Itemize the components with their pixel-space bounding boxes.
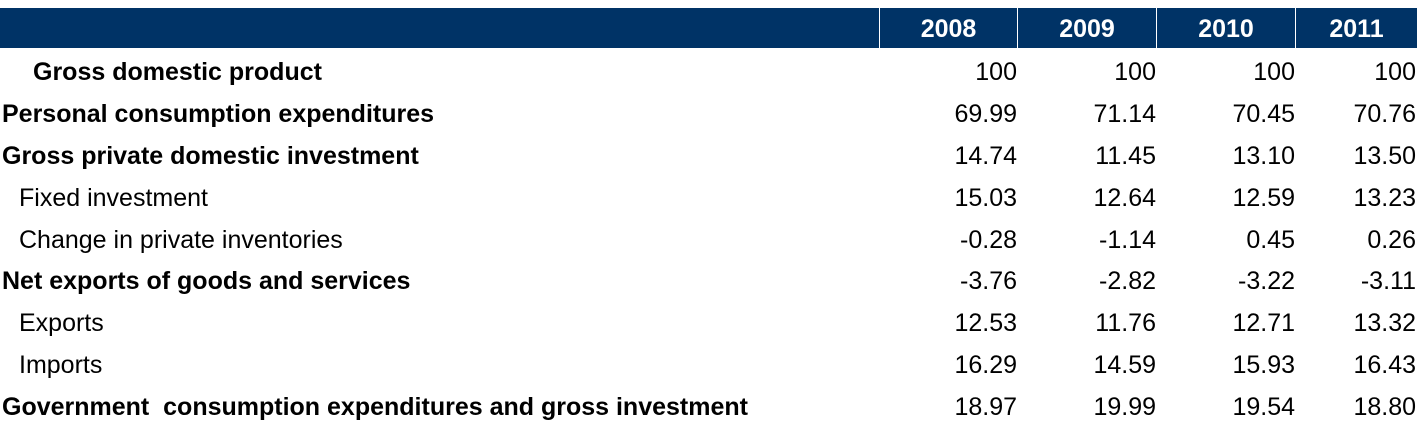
table-cell: 12.59 — [1232, 183, 1295, 212]
row-label: Net exports of goods and services — [2, 267, 411, 296]
table-row: Change in private inventories -0.28 -1.14 0… — [0, 219, 1417, 261]
table-cell: 15.93 — [1232, 350, 1295, 379]
table-row: Fixed investment 15.03 12.64 12.59 13.23 — [0, 177, 1417, 219]
table-cell: 13.50 — [1353, 141, 1416, 170]
table-cell: 100 — [1253, 58, 1295, 87]
table-row: Gross private domestic investment 14.74 11… — [0, 136, 1417, 178]
table-cell: 13.10 — [1232, 141, 1295, 170]
table-cell: 11.45 — [1095, 141, 1156, 170]
table-cell: -2.82 — [1099, 267, 1156, 296]
column-header-2008: 2008 — [880, 8, 1018, 48]
table-row: Net exports of goods and services -3.76 -2… — [0, 261, 1417, 303]
table-cell: 14.74 — [954, 141, 1017, 170]
column-header-2010: 2010 — [1157, 8, 1296, 48]
table-cell: 12.71 — [1232, 309, 1295, 338]
row-label: Gross private domestic investment — [2, 141, 419, 170]
table-cell: -1.14 — [1099, 225, 1156, 254]
row-label: Fixed investment — [19, 183, 208, 212]
table-cell: 100 — [1114, 58, 1156, 87]
table-cell: 12.53 — [954, 309, 1017, 338]
table-cell: 18.97 — [954, 392, 1017, 421]
table-row: Gross domestic product 100 100 100 100 — [0, 52, 1417, 94]
table-cell: 70.76 — [1353, 100, 1416, 129]
row-label: Imports — [19, 350, 103, 379]
row-label: Exports — [19, 309, 104, 338]
table-cell: 71.14 — [1093, 100, 1156, 129]
table-cell: 15.03 — [954, 183, 1017, 212]
table-cell: 70.45 — [1232, 100, 1295, 129]
table-row: Personal consumption expenditures 69.99 71… — [0, 94, 1417, 136]
table-cell: 100 — [975, 58, 1017, 87]
row-label: Change in private inventories — [19, 225, 343, 254]
table-cell: 69.99 — [954, 100, 1017, 129]
table-cell: -3.76 — [960, 267, 1017, 296]
table-cell: 100 — [1374, 58, 1416, 87]
table-cell: 18.80 — [1353, 392, 1416, 421]
table-cell: 13.23 — [1353, 183, 1416, 212]
column-header-2011: 2011 — [1329, 15, 1384, 43]
table-cell: 0.26 — [1367, 225, 1416, 254]
row-label: Personal consumption expenditures — [2, 100, 435, 129]
table-header-row: 2008 2009 2010 2011 — [0, 8, 1417, 48]
table-cell: -3.22 — [1238, 267, 1295, 296]
table-cell: 14.59 — [1093, 350, 1156, 379]
table-row: Exports 12.53 11.76 12.71 13.32 — [0, 303, 1417, 345]
table-row: Imports 16.29 14.59 15.93 16.43 — [0, 345, 1417, 387]
table-cell: 12.64 — [1093, 183, 1156, 212]
table-cell: 13.32 — [1353, 309, 1416, 338]
table-cell: 0.45 — [1246, 225, 1295, 254]
header-corner-cell — [0, 8, 880, 48]
table-row: Government consumption expenditures and … — [0, 386, 1417, 428]
table-cell: -3.11 — [1360, 267, 1416, 296]
table-cell: 19.54 — [1232, 392, 1295, 421]
row-label: Gross domestic product — [33, 58, 322, 87]
table-cell: 11.76 — [1095, 309, 1156, 338]
column-header-2009: 2009 — [1018, 8, 1157, 48]
table-cell: -0.28 — [960, 225, 1017, 254]
table-cell: 16.43 — [1353, 350, 1416, 379]
row-label: Government consumption expenditures and … — [2, 392, 748, 421]
table-body: Gross domestic product 100 100 100 100 Person… — [0, 52, 1417, 428]
table-cell: 16.29 — [954, 350, 1017, 379]
table-cell: 19.99 — [1093, 392, 1156, 421]
